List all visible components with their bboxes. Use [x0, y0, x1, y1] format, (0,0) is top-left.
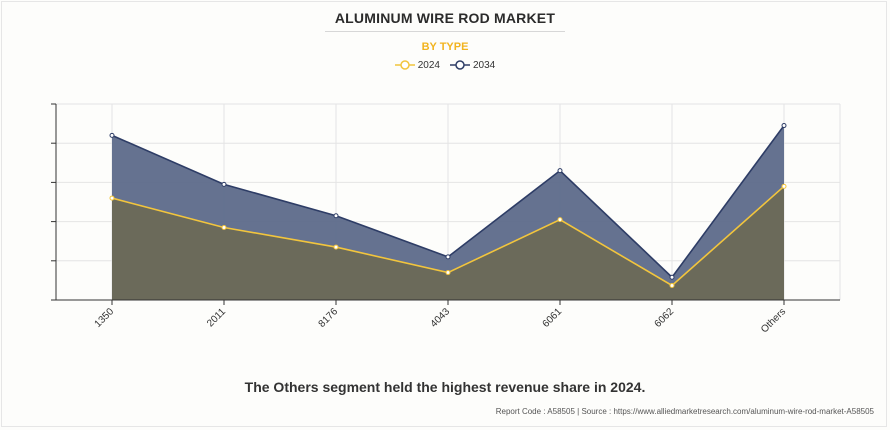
footer-source: Report Code : A58505 | Source : https://… [496, 407, 874, 416]
x-tick-label-6061: 6061 [541, 306, 565, 330]
point-2024-1350 [109, 195, 115, 201]
legend-item-2024[interactable]: 2024 [394, 58, 440, 72]
x-tick-label-1350: 1350 [93, 306, 117, 330]
title-divider [325, 31, 565, 32]
legend: 2024 2034 [0, 58, 890, 72]
point-2024-6061 [557, 217, 563, 223]
chart-title: ALUMINUM WIRE ROD MARKET [334, 10, 556, 26]
point-2034-4043 [445, 254, 451, 260]
point-2034-Others [781, 123, 787, 129]
source-link[interactable]: Source : https://www.alliedmarketresearc… [581, 407, 874, 416]
x-tick-label-4043: 4043 [429, 306, 453, 330]
point-2034-6062 [669, 274, 675, 280]
point-2034-8176 [333, 213, 339, 219]
point-2034-6061 [557, 168, 563, 174]
x-tick-label-Others: Others [759, 306, 788, 335]
footer-separator: | [577, 407, 580, 416]
chart-subtitle: BY TYPE [421, 41, 469, 53]
x-tick-label-8176: 8176 [317, 306, 341, 330]
legend-item-2034[interactable]: 2034 [450, 58, 495, 72]
chart-caption: The Others segment held the highest reve… [244, 379, 646, 395]
legend-label-2024: 2024 [417, 59, 440, 71]
point-2034-2011 [221, 181, 227, 187]
point-2024-2011 [221, 224, 227, 230]
point-2024-6062 [669, 282, 675, 288]
legend-label-2034: 2034 [473, 59, 496, 71]
x-tick-label-6062: 6062 [653, 306, 677, 330]
area-2024 [112, 186, 784, 300]
legend-marker-2024-icon [394, 60, 415, 70]
report-code: Report Code : A58505 [495, 407, 575, 416]
legend-marker-2034-icon [450, 60, 470, 70]
x-tick-label-2011: 2011 [205, 306, 228, 329]
point-2024-Others [781, 183, 787, 189]
point-2034-1350 [109, 132, 115, 138]
point-2024-4043 [445, 270, 451, 276]
point-2024-8176 [333, 244, 339, 250]
